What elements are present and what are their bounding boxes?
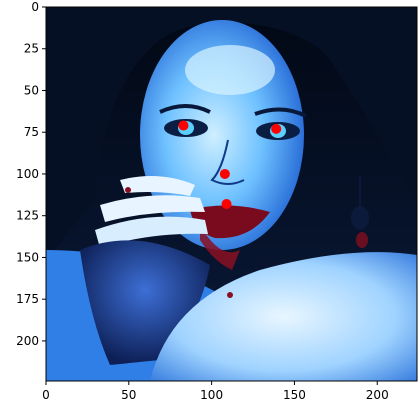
landmark-point-2 [271, 123, 282, 134]
y-tick-label: 100 [16, 167, 39, 181]
landmark-point-3 [219, 168, 230, 179]
points-layer [178, 120, 282, 210]
x-axis: 0 50 100 150 200 [42, 381, 389, 402]
y-tick-label: 175 [16, 292, 39, 306]
x-tick-label: 200 [366, 388, 389, 402]
y-axis: 0 25 50 75 100 125 150 175 200 [16, 0, 46, 348]
y-tick-label: 50 [24, 83, 39, 97]
x-tick-label: 150 [283, 388, 306, 402]
x-tick-label: 100 [200, 388, 223, 402]
axes-frame [45, 6, 418, 382]
x-tick-label: 50 [121, 388, 136, 402]
y-tick-label: 200 [16, 334, 39, 348]
y-tick-label: 75 [24, 125, 39, 139]
y-tick-label: 25 [24, 42, 39, 56]
y-tick-label: 125 [16, 209, 39, 223]
landmark-point-1 [178, 120, 189, 131]
y-tick-label: 0 [31, 0, 39, 14]
y-tick-label: 150 [16, 250, 39, 264]
image-display [46, 7, 417, 381]
x-tick-label: 0 [42, 388, 50, 402]
landmark-point-4 [221, 199, 232, 210]
